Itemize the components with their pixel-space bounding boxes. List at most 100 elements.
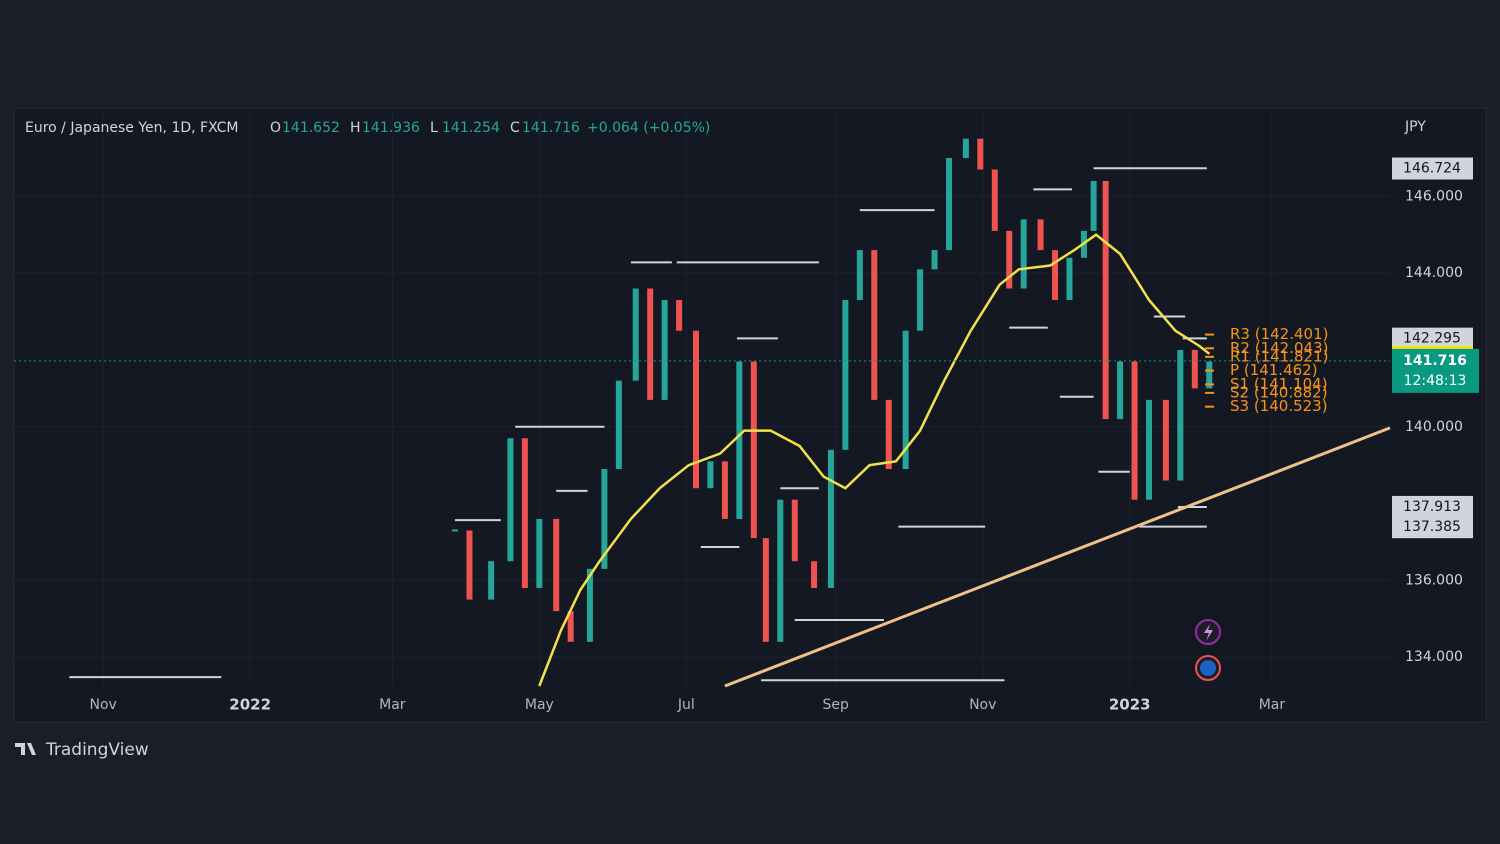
pivot-label: P (141.462)	[1230, 361, 1318, 379]
pivot-label: R2 (142.043)	[1230, 339, 1328, 357]
moving-average	[538, 233, 1211, 687]
candle	[827, 449, 834, 589]
candle	[692, 330, 699, 489]
logo-mark	[15, 743, 36, 755]
candle	[762, 538, 769, 642]
candle	[1177, 349, 1184, 481]
y-tick-label: 134.000	[1405, 649, 1463, 665]
ohlc-legend: O 141.652 H 141.936 L 141.254 C 141.716	[270, 120, 580, 136]
candle	[917, 269, 924, 331]
brand[interactable]: TradingView	[45, 740, 149, 760]
x-tick-label: Sep	[823, 697, 850, 713]
pivot-label: S2 (140.882)	[1230, 383, 1328, 401]
candle	[946, 157, 953, 251]
candle	[791, 499, 798, 562]
y-tick-label: 144.000	[1405, 265, 1463, 281]
candle	[466, 530, 473, 600]
candle	[553, 518, 560, 612]
pivot-label: S3 (140.523)	[1230, 397, 1328, 415]
candle	[721, 461, 728, 519]
candle	[1037, 219, 1044, 251]
x-tick-label: Jul	[677, 697, 695, 713]
candle	[842, 300, 849, 450]
ohlc-value: 141.716	[522, 120, 580, 136]
candle	[1117, 361, 1124, 420]
x-tick-label: Nov	[969, 697, 996, 713]
candle	[1020, 219, 1027, 289]
trendline	[724, 426, 1391, 688]
x-tick-label: Nov	[89, 697, 116, 713]
candle	[1206, 361, 1213, 389]
last-price-badge	[1392, 348, 1479, 393]
last-price-label: 141.716	[1403, 353, 1467, 369]
candle	[521, 438, 528, 589]
ohlc-key: O	[270, 120, 281, 136]
price-badge-label: 146.724	[1403, 161, 1461, 177]
candle	[1146, 399, 1153, 500]
candle	[977, 138, 984, 170]
change: +0.064 (+0.05%)	[587, 120, 710, 136]
price-badge	[1392, 157, 1473, 180]
ohlc-value: 141.936	[362, 120, 420, 136]
ohlc-value: 141.652	[282, 120, 340, 136]
pivot-label: S1 (141.104)	[1230, 375, 1328, 393]
candle	[1052, 250, 1059, 301]
price-badge-label: 137.385	[1403, 519, 1461, 535]
candle	[567, 611, 574, 642]
candle	[1090, 180, 1097, 231]
candle	[488, 561, 495, 600]
candle	[676, 300, 683, 331]
axis: 134.000 136.000 140.000 144.000 146.000 Nov 20…	[89, 157, 1479, 714]
countdown: 12:48:13	[1404, 373, 1467, 389]
candle	[451, 529, 458, 532]
pivot-label: R3 (142.401)	[1230, 325, 1328, 343]
candle	[586, 568, 593, 642]
candle	[632, 288, 639, 381]
candle	[536, 518, 543, 589]
pivot-label: R1 (141.821)	[1230, 347, 1328, 365]
ohlc-key: L	[430, 120, 438, 136]
candle	[811, 561, 818, 589]
lightning-icon	[1204, 624, 1213, 641]
candle	[736, 361, 743, 519]
candle	[1131, 361, 1138, 500]
candle	[902, 330, 909, 470]
candle	[777, 499, 784, 642]
x-tick-label: Mar	[1259, 697, 1286, 713]
candle	[1191, 349, 1198, 389]
y-tick-label: 146.000	[1405, 188, 1463, 204]
ohlc-value: 141.254	[442, 120, 500, 136]
candle	[1102, 180, 1109, 420]
candle	[647, 288, 654, 400]
price-badge-label: 137.913	[1403, 499, 1461, 515]
ohlc-key: H	[350, 120, 361, 136]
candle	[856, 250, 863, 301]
candle	[615, 380, 622, 470]
symbol: Euro / Japanese Yen, 1D, FXCM	[25, 120, 239, 136]
y-tick-label: 136.000	[1405, 572, 1463, 588]
price-badge	[1392, 495, 1473, 518]
chart-panel	[13, 107, 1487, 723]
x-tick-label: 2023	[1109, 696, 1151, 714]
candle	[507, 438, 514, 562]
candle	[1006, 230, 1013, 289]
candle	[707, 461, 714, 489]
candle	[1162, 399, 1169, 481]
x-tick-label: 2022	[229, 696, 271, 714]
price-badge	[1392, 516, 1473, 539]
candle	[962, 138, 969, 158]
ohlc-key: C	[510, 120, 520, 136]
price-badge-label: 142.295	[1403, 331, 1461, 347]
candle	[931, 250, 938, 270]
candle	[661, 300, 668, 400]
plot: R3 (142.401)R2 (142.043)R1 (141.821)P (1…	[14, 138, 1391, 688]
candle	[750, 361, 757, 539]
x-tick-label: Mar	[379, 697, 406, 713]
axis-label: JPY	[1404, 119, 1426, 135]
y-tick-label: 140.000	[1405, 419, 1463, 435]
candle	[991, 169, 998, 231]
candle	[1066, 257, 1073, 301]
grid	[14, 108, 1390, 686]
eu-flag	[1200, 660, 1216, 676]
